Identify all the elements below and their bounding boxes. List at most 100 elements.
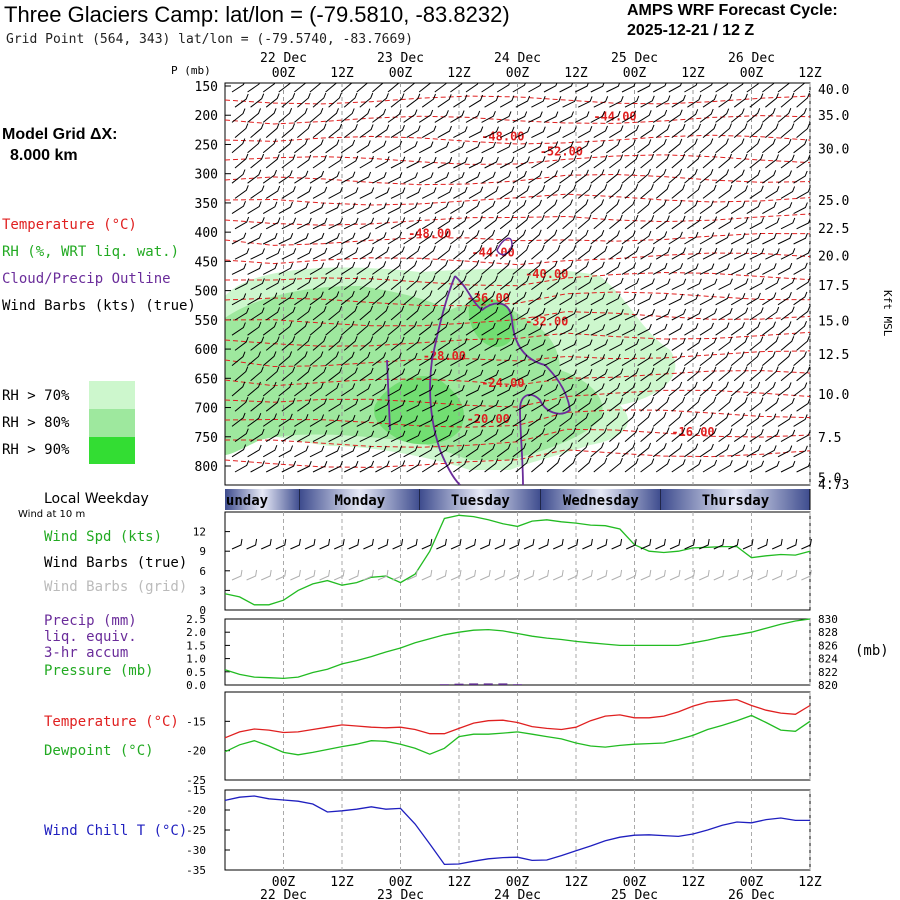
wind-barb (609, 277, 624, 291)
wind-barb (512, 323, 527, 336)
wind-barb (718, 397, 732, 412)
wind-barb (247, 413, 262, 427)
weekday-label: Monday (335, 493, 386, 509)
wind-barb (343, 124, 358, 138)
wind-barb (387, 109, 402, 123)
wind-barb (375, 399, 390, 412)
wind-barb (390, 156, 406, 169)
wind-barb (749, 307, 764, 321)
wind-barb (718, 366, 732, 382)
wind-barb (265, 123, 280, 138)
wind-barb (559, 140, 574, 154)
wind-barb (496, 83, 511, 93)
wind-barb (531, 369, 546, 382)
wind-barb (403, 445, 418, 458)
wind-barb (309, 139, 324, 154)
wind-barb (733, 336, 748, 351)
surface-wind-barb-grid (290, 569, 301, 581)
wind-barb (328, 461, 343, 473)
legend-cloud-outline: Cloud/Precip Outline (2, 271, 171, 287)
wind-barb (496, 260, 511, 275)
surface-wind-barb-grid (596, 569, 608, 581)
wind-barb (387, 352, 402, 367)
wind-barb (668, 109, 683, 123)
wind-barb (590, 442, 605, 458)
wind-barb (655, 338, 671, 351)
wind-barb (375, 217, 390, 230)
surface-wind-barb-grid (713, 569, 725, 581)
wind-barb (281, 429, 296, 443)
wind-barb (702, 428, 717, 442)
isotherm-line (225, 271, 810, 287)
height-tick-label: 35.0 (818, 109, 849, 124)
wind-barb (668, 381, 683, 397)
wind-barb (387, 83, 400, 93)
wind-barb (278, 445, 294, 458)
wind-barb (250, 93, 265, 108)
surface-wind-barb (596, 538, 608, 550)
wind-barb (312, 461, 328, 473)
wind-barb (421, 216, 437, 230)
wind-barb (777, 138, 792, 154)
wind-barb (297, 123, 311, 138)
height-tick-label: 17.5 (818, 279, 849, 294)
wind-barb (780, 397, 795, 412)
wind-barb (356, 140, 371, 154)
wind-barb (684, 138, 698, 154)
label-liq-equiv: liq. equiv. (44, 629, 137, 645)
wind-barb (309, 83, 322, 93)
wind-barb (609, 96, 624, 108)
wind-barb (231, 444, 247, 458)
wind-barb (609, 246, 624, 260)
wind-barb (746, 83, 759, 93)
surface-wind-barb-grid (333, 569, 345, 581)
wind-barb (699, 322, 714, 336)
weekday-section-title: Local Weekday (44, 491, 149, 507)
wind-barb (231, 169, 246, 184)
wind-barb (718, 307, 733, 321)
wind-barb (496, 443, 511, 458)
wind-barb (309, 382, 324, 397)
wind-barb (749, 278, 765, 291)
wind-barb (746, 321, 761, 336)
wind-barb (730, 381, 745, 397)
wind-barb (278, 170, 293, 184)
wind-barb (403, 231, 418, 245)
wind-barb (621, 83, 636, 93)
panel-frame (224, 789, 811, 871)
legend-rh90-swatch (89, 437, 135, 464)
wind-barb (453, 186, 468, 199)
wind-barb (652, 323, 668, 336)
surface-wind-barb-grid (786, 569, 798, 581)
wind-barb (231, 138, 246, 154)
wind-barb (499, 338, 515, 351)
wind-barb (546, 369, 562, 382)
wind-barb (624, 125, 639, 139)
wind-barb (484, 244, 498, 260)
wind-barb (746, 138, 761, 154)
pressure-line (224, 618, 811, 680)
wind-barb (340, 383, 356, 397)
label-3hr-accum: 3-hr accum (44, 645, 129, 661)
wind-barb (624, 309, 640, 321)
wind-barb (609, 184, 623, 199)
weekday-bar: unday Monday Tuesday Wednesday Thursday (225, 489, 811, 510)
surface-wind-barb (552, 538, 564, 550)
wind-barb (749, 248, 765, 260)
legend-rh70: RH > 70% (2, 388, 70, 404)
wind-barb (418, 172, 434, 184)
series-line (224, 514, 811, 606)
wind-barb (325, 139, 340, 154)
wind-barb (421, 187, 437, 199)
wind-barb (356, 383, 371, 397)
wind-barb (387, 321, 402, 336)
wind-barb (328, 336, 342, 351)
wind-barb (375, 124, 390, 139)
panel-ytick-label: 0.0 (186, 679, 206, 692)
wind-barb (652, 83, 667, 93)
wind-barb (278, 233, 294, 245)
wind-barb (375, 275, 389, 290)
wind-barb (265, 397, 280, 412)
wind-barb (687, 247, 702, 260)
surface-wind-barb (479, 538, 491, 550)
